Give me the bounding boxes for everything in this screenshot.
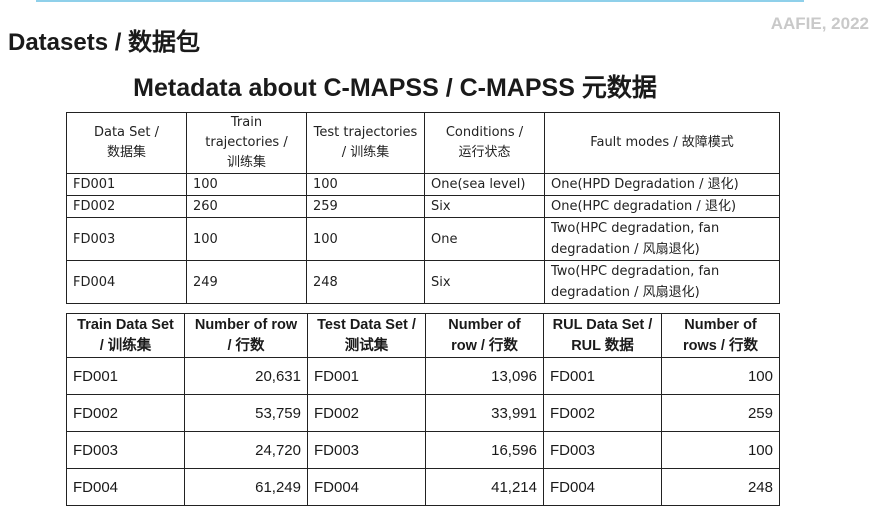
cell-dataset: FD003 [66, 217, 187, 261]
cell-conditions: One [424, 217, 545, 261]
cell-fault: One(HPD Degradation / 退化) [544, 173, 780, 196]
cell-rul-set: FD003 [543, 431, 662, 469]
cell-test: 100 [306, 217, 425, 261]
watermark: AAFIE, 2022 [770, 14, 869, 33]
header-rul-rows: Number of rows / 行数 [661, 313, 780, 358]
table-header-row: Train Data Set / 训练集 Number of row / 行数 Te… [66, 313, 780, 358]
table-row: FD001 20,631 FD001 13,096 FD001 100 [66, 357, 780, 395]
table-row: FD002 260 259 Six One(HPC degradation / … [66, 195, 780, 218]
header-train-trajectories: Train trajectories / 训练集 [186, 112, 307, 174]
cell-fault: One(HPC degradation / 退化) [544, 195, 780, 218]
table-row: FD002 53,759 FD002 33,991 FD002 259 [66, 394, 780, 432]
cell-train-set: FD004 [66, 468, 185, 506]
header-test-trajectories: Test trajectories / 训练集 [306, 112, 425, 174]
cell-test: 100 [306, 173, 425, 196]
cell-test-set: FD002 [307, 394, 426, 432]
table-row: FD001 100 100 One(sea level) One(HPD Deg… [66, 173, 780, 196]
cell-train-rows: 20,631 [184, 357, 308, 395]
cell-rul-rows: 259 [661, 394, 780, 432]
metadata-table: Data Set / 数据集 Train trajectories / 训练集 Tes… [66, 112, 780, 304]
cell-train: 249 [186, 260, 307, 304]
cell-train: 260 [186, 195, 307, 218]
header-conditions: Conditions / 运行状态 [424, 112, 545, 174]
cell-train-rows: 53,759 [184, 394, 308, 432]
cell-rul-rows: 248 [661, 468, 780, 506]
cell-rul-rows: 100 [661, 431, 780, 469]
header-rul-set: RUL Data Set / RUL 数据 [543, 313, 662, 358]
cell-test-rows: 41,214 [425, 468, 544, 506]
table-row: FD004 249 248 Six Two(HPC degradation, f… [66, 260, 780, 304]
cell-rul-rows: 100 [661, 357, 780, 395]
cell-test-set: FD003 [307, 431, 426, 469]
section-title: Metadata about C-MAPSS / C-MAPSS 元数据 [133, 74, 657, 102]
cell-test: 248 [306, 260, 425, 304]
cell-test: 259 [306, 195, 425, 218]
cell-train-set: FD001 [66, 357, 185, 395]
header-train-rows: Number of row / 行数 [184, 313, 308, 358]
cell-conditions: Six [424, 195, 545, 218]
cell-train-set: FD002 [66, 394, 185, 432]
cell-rul-set: FD001 [543, 357, 662, 395]
cell-conditions: One(sea level) [424, 173, 545, 196]
header-test-set: Test Data Set / 测试集 [307, 313, 426, 358]
cell-test-rows: 16,596 [425, 431, 544, 469]
cell-rul-set: FD004 [543, 468, 662, 506]
page-title: Datasets / 数据包 [8, 29, 201, 56]
cell-fault: Two(HPC degradation, fan degradation / 风扇… [544, 217, 780, 261]
header-train-set: Train Data Set / 训练集 [66, 313, 185, 358]
header-test-rows: Number of row / 行数 [425, 313, 544, 358]
cell-test-set: FD001 [307, 357, 426, 395]
cell-train: 100 [186, 173, 307, 196]
table-header-row: Data Set / 数据集 Train trajectories / 训练集 Tes… [66, 112, 780, 174]
cell-test-rows: 33,991 [425, 394, 544, 432]
cell-conditions: Six [424, 260, 545, 304]
table-row: FD003 100 100 One Two(HPC degradation, f… [66, 217, 780, 261]
cell-fault: Two(HPC degradation, fan degradation / 风扇… [544, 260, 780, 304]
top-accent-line [36, 0, 804, 2]
cell-dataset: FD004 [66, 260, 187, 304]
cell-train-rows: 24,720 [184, 431, 308, 469]
cell-rul-set: FD002 [543, 394, 662, 432]
cell-train-set: FD003 [66, 431, 185, 469]
header-fault-modes: Fault modes / 故障模式 [544, 112, 780, 174]
cell-test-set: FD004 [307, 468, 426, 506]
table-row: FD003 24,720 FD003 16,596 FD003 100 [66, 431, 780, 469]
table-row: FD004 61,249 FD004 41,214 FD004 248 [66, 468, 780, 506]
row-counts-table: Train Data Set / 训练集 Number of row / 行数 Te… [66, 313, 780, 506]
cell-test-rows: 13,096 [425, 357, 544, 395]
cell-train: 100 [186, 217, 307, 261]
header-dataset: Data Set / 数据集 [66, 112, 187, 174]
cell-dataset: FD001 [66, 173, 187, 196]
cell-train-rows: 61,249 [184, 468, 308, 506]
cell-dataset: FD002 [66, 195, 187, 218]
